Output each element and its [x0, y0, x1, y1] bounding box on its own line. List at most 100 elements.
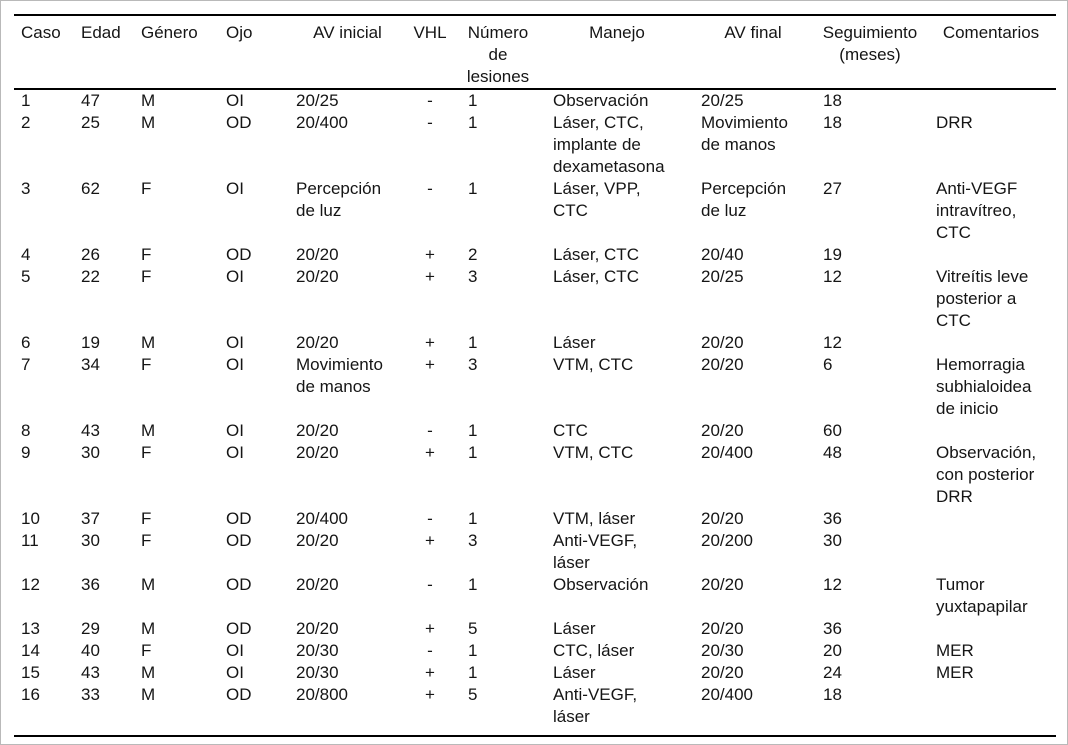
cell-seguimiento-meses: 24 — [823, 663, 842, 682]
cell-manejo: Láser — [553, 663, 596, 682]
cell-av-final: 20/20 — [701, 663, 744, 682]
cell-ojo: OI — [226, 421, 244, 440]
cell-comentarios: MER — [936, 663, 974, 682]
cell-comentarios — [926, 420, 1056, 442]
cell-numero-de-lesiones: 5 — [468, 685, 478, 704]
cell-edad: 33 — [81, 685, 100, 704]
cell-manejo: Láser, CTC — [553, 267, 639, 286]
table-row: 4 26 F OD 20/20 +2 Láser, CTC 20/40 19 — [14, 244, 1056, 266]
table-row: 10 37 F OD 20/400 - 1 VTM, láser 20/20 36 — [14, 508, 1056, 530]
cell-ojo: OI — [226, 663, 244, 682]
cell-genero: M — [141, 333, 156, 352]
cell-vhl: + — [425, 531, 435, 550]
cell-av-final: 20/20 — [701, 509, 744, 528]
cell-av-inicial: 20/25 — [296, 91, 339, 110]
cell-manejo: CTC — [553, 421, 588, 440]
cell-edad: 36 — [81, 575, 100, 594]
cell-manejo: Láser, CTC — [553, 245, 639, 264]
cell-manejo: Láser, CTC, implante de dexametasona — [553, 113, 665, 176]
cell-genero: F — [141, 245, 152, 264]
cell-caso: 16 — [21, 685, 40, 704]
cell-genero: M — [141, 421, 156, 440]
cell-caso: 9 — [21, 443, 31, 462]
cell-vhl: - — [427, 421, 433, 440]
cell-seguimiento-meses: 18 — [823, 91, 842, 110]
cell-av-final: 20/40 — [701, 245, 744, 264]
cell-comentarios: Vitreítis leve posterior a CTC — [936, 267, 1029, 330]
cell-seguimiento-meses: 18 — [823, 113, 842, 132]
cell-seguimiento-meses: 12 — [823, 267, 842, 286]
cell-caso: 12 — [21, 575, 40, 594]
column-header-vhl: VHL — [406, 15, 454, 90]
table-row: 1 47 M OI 20/25 - 1 Observación 20/25 18 — [14, 89, 1056, 112]
cell-av-final: 20/25 — [701, 91, 744, 110]
cell-comentarios: Tumor yuxtapapilar — [936, 575, 1028, 616]
cell-manejo: Observación — [553, 575, 649, 594]
cell-comentarios — [926, 684, 1056, 736]
cell-vhl: + — [425, 443, 435, 462]
cell-manejo: Anti-VEGF, láser — [553, 685, 638, 726]
cell-caso: 13 — [21, 619, 40, 638]
cell-ojo: OI — [226, 641, 244, 660]
cell-vhl: + — [425, 267, 435, 286]
cell-edad: 34 — [81, 355, 100, 374]
cell-genero: M — [141, 663, 156, 682]
cell-ojo: OI — [226, 267, 244, 286]
column-header-genero: Género — [134, 15, 219, 90]
cell-vhl: - — [427, 509, 433, 528]
cell-edad: 62 — [81, 179, 100, 198]
cell-genero: F — [141, 509, 152, 528]
cell-seguimiento-meses: 12 — [823, 333, 842, 352]
cell-seguimiento-meses: 48 — [823, 443, 842, 462]
cell-av-final: 20/20 — [701, 619, 744, 638]
cell-comentarios — [926, 508, 1056, 530]
cell-manejo: Anti-VEGF, láser — [553, 531, 638, 572]
cell-caso: 3 — [21, 179, 31, 198]
cell-comentarios — [926, 332, 1056, 354]
cell-genero: F — [141, 641, 152, 660]
cell-vhl: - — [427, 91, 433, 110]
cell-seguimiento-meses: 12 — [823, 575, 842, 594]
cell-edad: 37 — [81, 509, 100, 528]
column-header-manejo: Manejo — [542, 15, 692, 90]
cell-caso: 8 — [21, 421, 31, 440]
cell-ojo: OD — [226, 531, 252, 550]
cell-ojo: OD — [226, 113, 252, 132]
cell-vhl: + — [425, 333, 435, 352]
cell-seguimiento-meses: 18 — [823, 685, 842, 704]
cell-caso: 11 — [21, 531, 39, 550]
cell-av-inicial: 20/20 — [296, 245, 339, 264]
cell-vhl: + — [425, 355, 435, 374]
cell-comentarios: DRR — [936, 113, 973, 132]
cell-manejo: VTM, CTC — [553, 355, 634, 374]
cell-av-final: 20/400 — [701, 685, 753, 704]
cell-edad: 43 — [81, 663, 100, 682]
column-header-seguimiento-meses: Seguimiento (meses) — [814, 15, 926, 90]
cell-ojo: OI — [226, 333, 244, 352]
cell-ojo: OI — [226, 91, 244, 110]
cell-seguimiento-meses: 36 — [823, 619, 842, 638]
cell-edad: 43 — [81, 421, 100, 440]
cell-seguimiento-meses: 60 — [823, 421, 842, 440]
cell-numero-de-lesiones: 1 — [468, 333, 478, 352]
cell-comentarios — [926, 530, 1056, 574]
cell-numero-de-lesiones: 3 — [468, 531, 478, 550]
table-row: 15 43 M OI 20/30 +1 Láser 20/20 24 MER — [14, 662, 1056, 684]
cell-caso: 15 — [21, 663, 40, 682]
table-row: 2 25 M OD 20/400 - 1 Láser, CTC, implante de de… — [14, 112, 1056, 178]
cell-seguimiento-meses: 36 — [823, 509, 842, 528]
table-row: 6 19 M OI 20/20 +1 Láser 20/20 12 — [14, 332, 1056, 354]
cell-edad: 22 — [81, 267, 100, 286]
cell-vhl: - — [427, 575, 433, 594]
table-row: 13 29 M OD 20/20 +5 Láser 20/20 36 — [14, 618, 1056, 640]
cell-caso: 6 — [21, 333, 31, 352]
cell-numero-de-lesiones: 5 — [468, 619, 478, 638]
cell-manejo: VTM, láser — [553, 509, 636, 528]
cell-comentarios: MER — [936, 641, 974, 660]
cell-edad: 40 — [81, 641, 100, 660]
cell-ojo: OI — [226, 179, 244, 198]
cell-comentarios: Anti-VEGF intravítreo, CTC — [936, 179, 1018, 242]
cell-av-final: 20/30 — [701, 641, 744, 660]
cell-av-inicial: Percepción de luz — [296, 179, 382, 220]
cell-edad: 47 — [81, 91, 100, 110]
